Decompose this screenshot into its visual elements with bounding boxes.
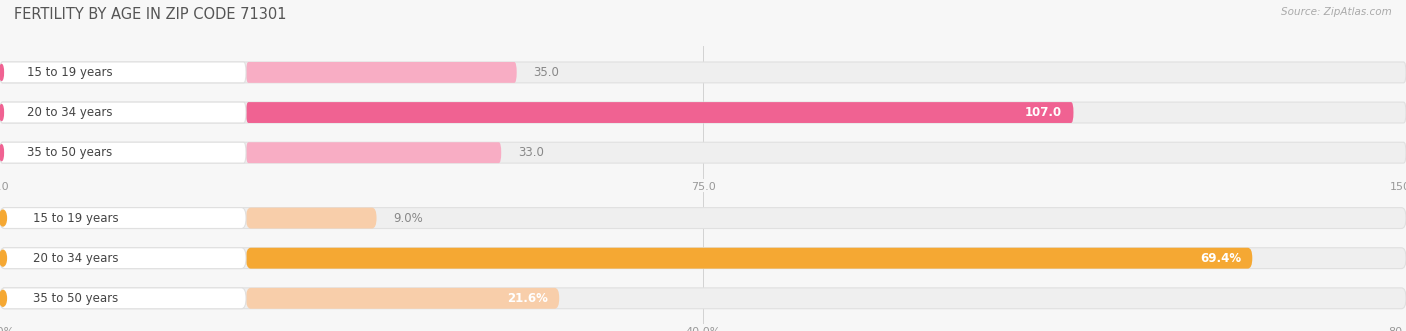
Text: 15 to 19 years: 15 to 19 years <box>27 66 112 79</box>
FancyBboxPatch shape <box>0 288 246 309</box>
FancyBboxPatch shape <box>0 62 1406 83</box>
FancyBboxPatch shape <box>0 208 1406 228</box>
Circle shape <box>0 290 7 306</box>
Circle shape <box>0 210 7 226</box>
Circle shape <box>0 145 3 161</box>
Text: 33.0: 33.0 <box>517 146 544 159</box>
FancyBboxPatch shape <box>0 102 1406 123</box>
FancyBboxPatch shape <box>246 288 560 309</box>
Text: 35 to 50 years: 35 to 50 years <box>32 292 118 305</box>
Text: FERTILITY BY AGE IN ZIP CODE 71301: FERTILITY BY AGE IN ZIP CODE 71301 <box>14 7 287 22</box>
Text: 21.6%: 21.6% <box>508 292 548 305</box>
Text: Source: ZipAtlas.com: Source: ZipAtlas.com <box>1281 7 1392 17</box>
Circle shape <box>0 105 3 120</box>
FancyBboxPatch shape <box>246 142 501 163</box>
FancyBboxPatch shape <box>246 62 517 83</box>
Circle shape <box>0 250 7 266</box>
Circle shape <box>0 65 3 80</box>
FancyBboxPatch shape <box>246 248 1253 269</box>
FancyBboxPatch shape <box>0 288 1406 309</box>
Text: 69.4%: 69.4% <box>1199 252 1241 265</box>
Text: 15 to 19 years: 15 to 19 years <box>32 212 118 224</box>
Text: 107.0: 107.0 <box>1025 106 1063 119</box>
Text: 35.0: 35.0 <box>534 66 560 79</box>
FancyBboxPatch shape <box>0 208 246 228</box>
Text: 9.0%: 9.0% <box>394 212 423 224</box>
FancyBboxPatch shape <box>0 102 246 123</box>
Text: 20 to 34 years: 20 to 34 years <box>32 252 118 265</box>
FancyBboxPatch shape <box>0 142 1406 163</box>
Text: 35 to 50 years: 35 to 50 years <box>27 146 112 159</box>
FancyBboxPatch shape <box>0 248 246 269</box>
FancyBboxPatch shape <box>0 62 246 83</box>
FancyBboxPatch shape <box>0 142 246 163</box>
FancyBboxPatch shape <box>0 248 1406 269</box>
Text: 20 to 34 years: 20 to 34 years <box>27 106 112 119</box>
FancyBboxPatch shape <box>246 208 377 228</box>
FancyBboxPatch shape <box>246 102 1074 123</box>
